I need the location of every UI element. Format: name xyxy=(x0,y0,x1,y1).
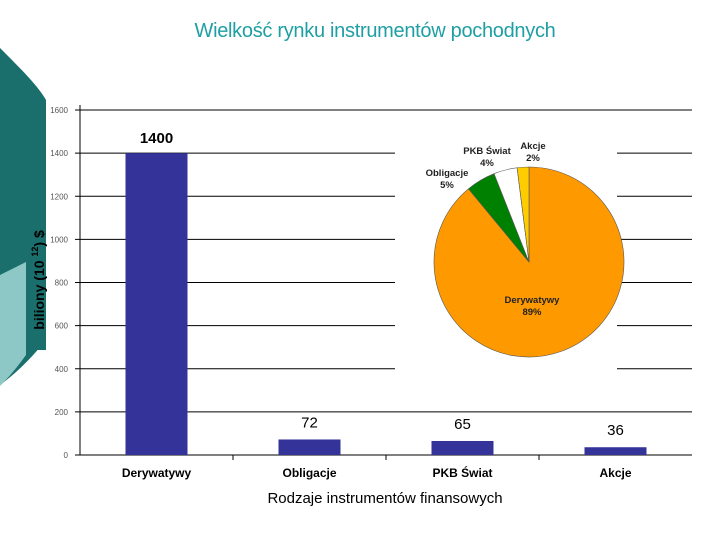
pie-slice-label: Derywatywy xyxy=(505,295,561,306)
pie-slice-label: PKB Świat xyxy=(463,145,511,157)
pie-slice-percent: 2% xyxy=(526,153,540,164)
x-tick-label: PKB Świat xyxy=(432,465,492,480)
y-tick-label: 1600 xyxy=(50,106,68,115)
y-tick-label: 1000 xyxy=(50,235,68,244)
pie-slice-label: Akcje xyxy=(520,141,545,152)
bar xyxy=(431,440,494,455)
bar-data-label: 1400 xyxy=(140,130,173,147)
y-axis-label: biliony (10 12) $ xyxy=(30,230,47,330)
y-axis-label-tail: ) $ xyxy=(31,230,47,247)
y-tick-label: 1400 xyxy=(50,149,68,158)
y-axis-label-exponent: 12 xyxy=(30,247,40,257)
bar xyxy=(278,439,341,455)
x-axis-label: Rodzaje instrumentów finansowych xyxy=(267,490,502,507)
x-tick-labels: Derywatywy Obligacje PKB Świat Akcje xyxy=(122,465,632,480)
pie-slice xyxy=(516,166,530,263)
bar-data-labels: 1400 72 65 36 xyxy=(140,130,624,439)
pie-slice-percent: 5% xyxy=(440,180,454,191)
bar xyxy=(125,153,188,455)
y-tick-label: 200 xyxy=(55,408,69,417)
bars xyxy=(125,153,647,455)
pie-slice-label: Obligacje xyxy=(426,168,469,179)
x-tick-label: Akcje xyxy=(599,466,631,480)
y-tick-label: 800 xyxy=(55,279,69,288)
pie-slice-percent: 89% xyxy=(522,307,542,318)
bar-data-label: 36 xyxy=(607,422,624,439)
x-tick-label: Derywatywy xyxy=(122,466,192,480)
bar-data-label: 65 xyxy=(454,416,471,433)
bar xyxy=(584,447,647,455)
decoration-light-band xyxy=(0,262,26,386)
pie-slice-percent: 4% xyxy=(480,158,494,169)
y-tick-label: 400 xyxy=(55,365,69,374)
y-tick-label: 0 xyxy=(64,451,69,460)
page-title: Wielkość rynku instrumentów pochodnych xyxy=(194,20,556,42)
y-tick-label: 600 xyxy=(55,322,69,331)
pie-chart xyxy=(395,130,625,375)
y-tick-label: 1200 xyxy=(50,192,68,201)
bar-data-label: 72 xyxy=(301,414,318,431)
x-tick-label: Obligacje xyxy=(282,466,336,480)
y-axis-label-main: biliony (10 xyxy=(31,257,47,330)
y-tick-labels: 0 200 400 600 800 1000 1200 1400 1600 xyxy=(50,106,68,460)
